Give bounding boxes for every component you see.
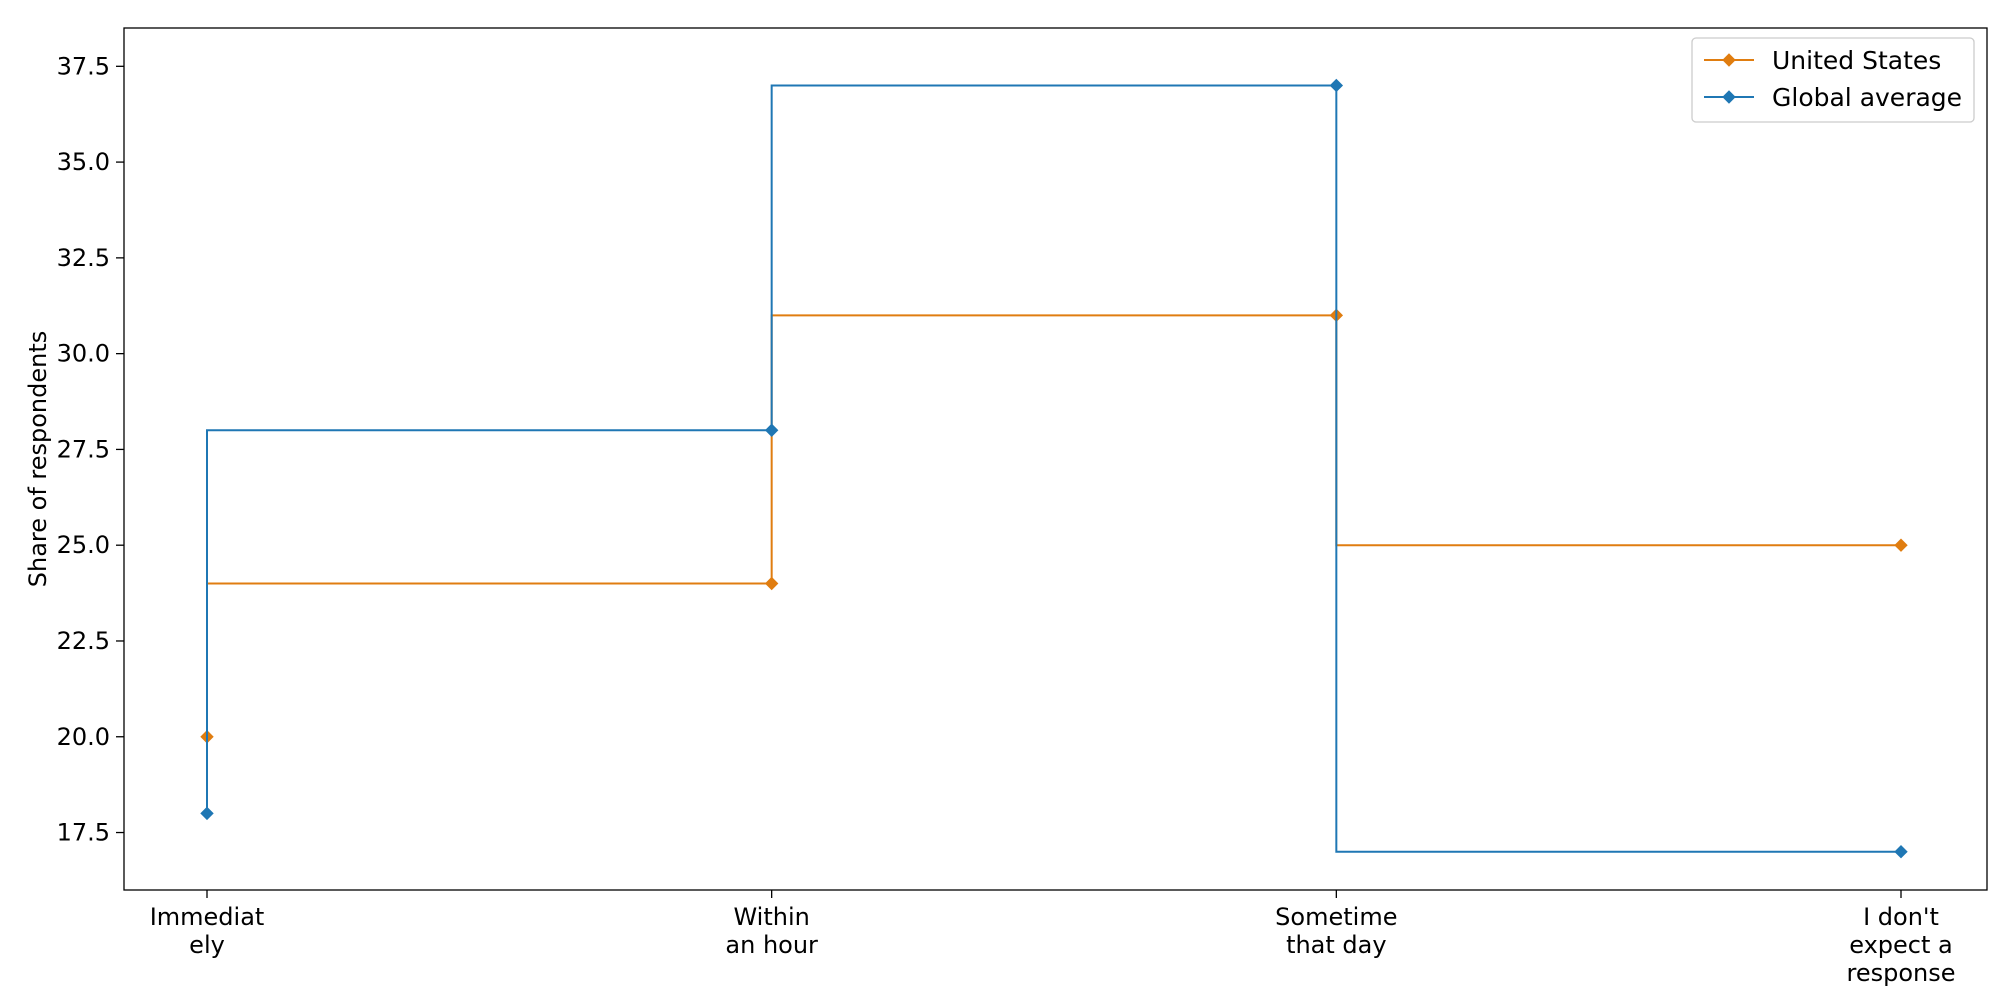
x-tick-label-line: that day (1286, 931, 1387, 959)
data-point (764, 576, 779, 591)
legend[interactable]: United States Global average (1691, 37, 1975, 123)
plot-frame (123, 27, 1988, 891)
y-tick-label: 17.5 (57, 819, 110, 847)
x-tick-label-line: response (1846, 959, 1955, 987)
data-point (1894, 844, 1908, 859)
legend-label: Global average (1772, 83, 1962, 112)
legend-box (1691, 37, 1975, 123)
x-tick-label-line: an hour (725, 931, 818, 959)
y-axis: 17.5 20.0 22.5 25.0 27.5 30.0 32.5 35.0 37.5 (57, 52, 124, 847)
y-tick-label: 37.5 (57, 52, 110, 80)
x-tick-label-line: Sometime (1275, 903, 1397, 931)
x-tick-label-line: Within (733, 903, 809, 931)
series-line (206, 84, 1901, 853)
y-tick-label: 30.0 (57, 340, 110, 368)
legend-item[interactable]: United States (1704, 46, 1941, 75)
series-layer (200, 78, 1908, 859)
y-tick-label: 35.0 (57, 148, 110, 176)
y-tick-label: 22.5 (57, 627, 110, 655)
y-tick-label: 20.0 (57, 723, 110, 751)
data-point (1894, 538, 1908, 552)
data-point (200, 806, 214, 821)
x-tick-label-line: ely (189, 931, 225, 959)
y-tick-label: 32.5 (57, 244, 110, 272)
legend-marker (1722, 90, 1736, 104)
x-tick-label-line: expect a (1849, 931, 1953, 959)
legend-marker (1722, 53, 1736, 67)
series-global-average (200, 78, 1908, 859)
y-tick-label: 27.5 (57, 435, 110, 463)
legend-item[interactable]: Global average (1704, 83, 1962, 112)
x-tick-label-line: I don't (1863, 903, 1939, 931)
data-point (764, 423, 779, 437)
legend-label: United States (1772, 46, 1941, 75)
plot-area (124, 28, 1987, 890)
data-point (1329, 78, 1344, 93)
x-tick-label-line: Immediat (150, 903, 265, 931)
y-tick-label: 25.0 (57, 531, 110, 559)
y-axis-label: Share of respondents (24, 331, 52, 588)
